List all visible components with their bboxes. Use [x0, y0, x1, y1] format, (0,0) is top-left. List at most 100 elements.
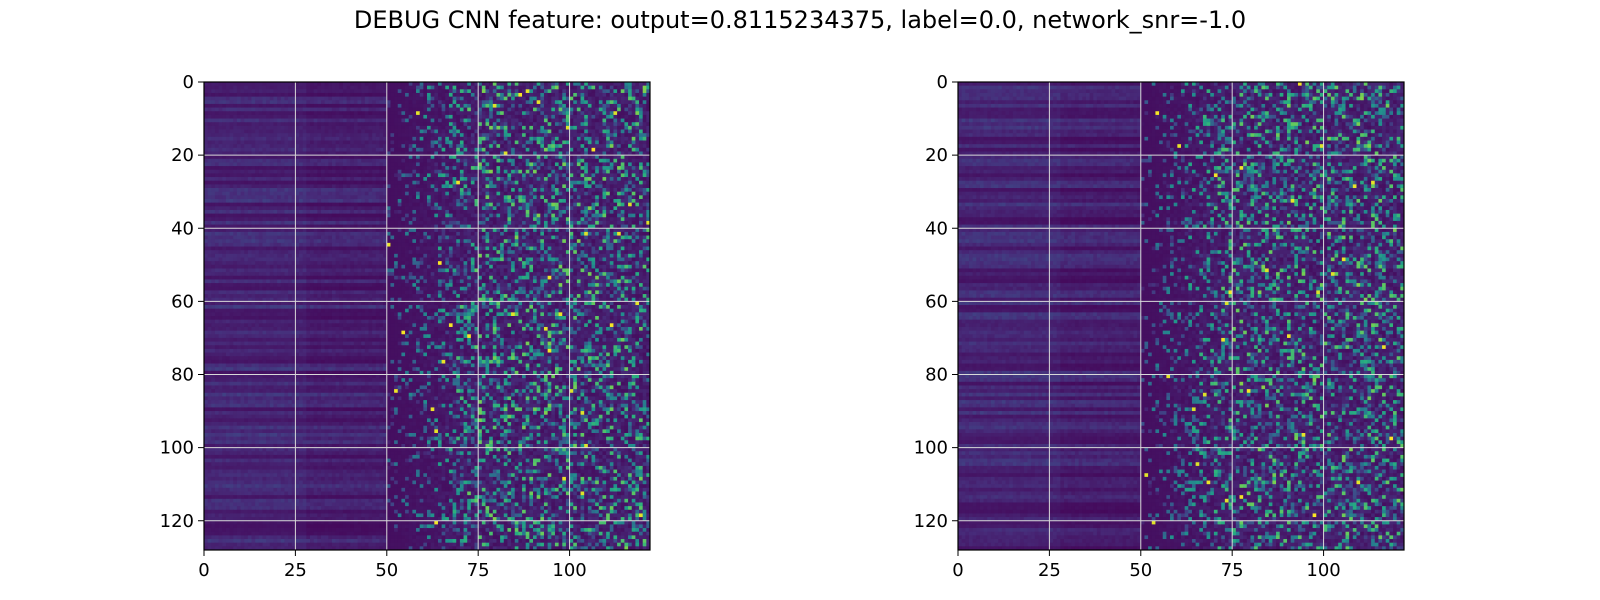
heatmap-cell	[288, 137, 292, 141]
heatmap-cell	[599, 170, 603, 174]
heatmap-cell	[438, 108, 442, 112]
heatmap-cell	[215, 86, 219, 90]
heatmap-cell	[628, 115, 632, 119]
heatmap-cell	[504, 141, 508, 145]
heatmap-cell	[354, 170, 358, 174]
heatmap-cell	[273, 192, 277, 196]
heatmap-cell	[515, 137, 519, 141]
heatmap-cell	[500, 155, 504, 159]
heatmap-cell	[372, 115, 376, 119]
heatmap-cell	[369, 137, 373, 141]
heatmap-cell	[584, 137, 588, 141]
heatmap-cell	[467, 82, 471, 86]
heatmap-cell	[226, 195, 230, 199]
heatmap-cell	[416, 93, 420, 97]
heatmap-cell	[405, 144, 409, 148]
heatmap-cell	[624, 188, 628, 192]
heatmap-cell	[387, 144, 391, 148]
heatmap-cell	[310, 108, 314, 112]
heatmap-cell	[259, 97, 263, 101]
heatmap-cell	[295, 141, 299, 145]
heatmap-cell	[434, 181, 438, 185]
heatmap-cell	[204, 93, 208, 97]
heatmap-cell	[584, 119, 588, 123]
heatmap-cell	[471, 86, 475, 90]
heatmap-cell	[398, 82, 402, 86]
heatmap-cell	[350, 181, 354, 185]
heatmap-cell	[639, 104, 643, 108]
heatmap-cell	[401, 104, 405, 108]
heatmap-cell	[369, 130, 373, 134]
heatmap-cell	[306, 119, 310, 123]
heatmap-cell	[464, 141, 468, 145]
heatmap-cell	[434, 188, 438, 192]
heatmap-cell	[507, 141, 511, 145]
heatmap-cell	[208, 89, 212, 93]
heatmap-cell	[299, 82, 303, 86]
heatmap-cell	[412, 155, 416, 159]
heatmap-cell	[551, 89, 555, 93]
heatmap-cell	[215, 97, 219, 101]
heatmap-cell	[219, 133, 223, 137]
heatmap-cell	[321, 170, 325, 174]
heatmap-cell	[405, 148, 409, 152]
heatmap-cell	[456, 86, 460, 90]
heatmap-cell	[526, 155, 530, 159]
heatmap-cell	[332, 119, 336, 123]
heatmap-cell	[570, 155, 574, 159]
heatmap-cell	[606, 108, 610, 112]
heatmap-cell	[365, 170, 369, 174]
heatmap-cell	[489, 111, 493, 115]
heatmap-cell	[266, 111, 270, 115]
heatmap-cell	[581, 82, 585, 86]
heatmap-cell	[416, 89, 420, 93]
heatmap-cell	[372, 181, 376, 185]
heatmap-cell	[555, 144, 559, 148]
heatmap-cell	[453, 86, 457, 90]
heatmap-cell	[515, 89, 519, 93]
heatmap-cell	[632, 111, 636, 115]
heatmap-cell	[405, 170, 409, 174]
heatmap-cell	[420, 155, 424, 159]
heatmap-cell	[350, 100, 354, 104]
heatmap-cell	[445, 159, 449, 163]
heatmap-cell	[456, 89, 460, 93]
heatmap-cell	[445, 122, 449, 126]
heatmap-cell	[460, 93, 464, 97]
heatmap-cell	[343, 126, 347, 130]
heatmap-cell	[369, 181, 373, 185]
heatmap-cell	[343, 104, 347, 108]
heatmap-cell	[365, 126, 369, 130]
heatmap-cell	[241, 89, 245, 93]
heatmap-cell	[230, 137, 234, 141]
heatmap-cell	[259, 188, 263, 192]
heatmap-cell	[398, 119, 402, 123]
heatmap-cell	[219, 89, 223, 93]
heatmap-cell	[529, 148, 533, 152]
heatmap-cell	[303, 181, 307, 185]
heatmap-cell	[241, 173, 245, 177]
heatmap-cell	[533, 122, 537, 126]
heatmap-cell	[288, 126, 292, 130]
heatmap-cell	[215, 195, 219, 199]
heatmap-cell	[562, 115, 566, 119]
heatmap-cell	[226, 122, 230, 126]
heatmap-cell	[584, 177, 588, 181]
heatmap-cell	[390, 173, 394, 177]
heatmap-cell	[500, 100, 504, 104]
heatmap-cell	[602, 126, 606, 130]
heatmap-cell	[632, 100, 636, 104]
heatmap-cell	[529, 119, 533, 123]
heatmap-cell	[537, 111, 541, 115]
heatmap-cell	[295, 100, 299, 104]
heatmap-cell	[336, 86, 340, 90]
heatmap-cell	[551, 170, 555, 174]
heatmap-cell	[394, 148, 398, 152]
heatmap-cell	[635, 97, 639, 101]
heatmap-cell	[237, 141, 241, 145]
heatmap-cell	[409, 130, 413, 134]
heatmap-cell	[222, 86, 226, 90]
heatmap-cell	[252, 195, 256, 199]
heatmap-cell	[405, 162, 409, 166]
heatmap-cell	[533, 170, 537, 174]
